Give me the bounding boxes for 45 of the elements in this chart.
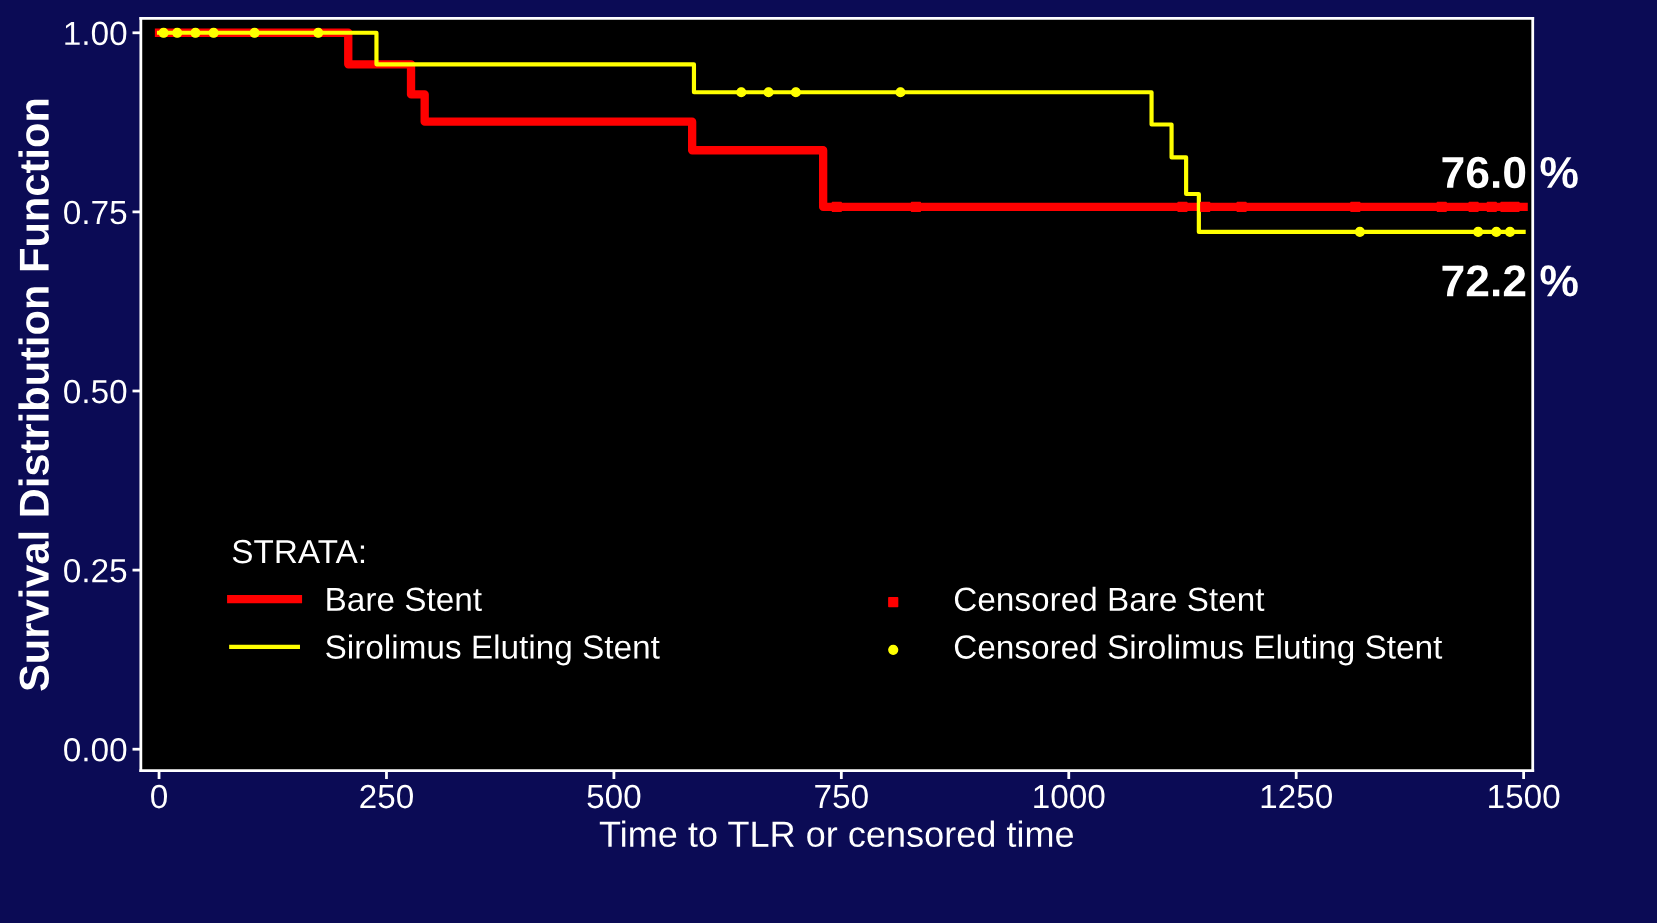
- x-tick-label: 500: [587, 784, 641, 809]
- point: [1473, 226, 1484, 238]
- point: [1436, 201, 1447, 212]
- point: [1491, 226, 1502, 238]
- annotation: 72.2 %: [1442, 265, 1578, 297]
- point: [736, 87, 747, 98]
- legend-label: Bare Stent: [327, 587, 482, 612]
- x-tick-label: 0: [151, 784, 168, 809]
- point: [1236, 201, 1247, 212]
- annotation: 76.0 %: [1442, 156, 1578, 189]
- legend-label: Censored Bare Stent: [954, 586, 1265, 612]
- point: [910, 201, 922, 212]
- point: [172, 27, 183, 38]
- point: [1509, 201, 1520, 212]
- point: [249, 27, 260, 38]
- x-tick-label: 1000: [1034, 784, 1105, 809]
- y-tick-label: 0.25: [64, 558, 127, 583]
- point: [831, 201, 842, 212]
- point: [1486, 201, 1497, 212]
- point: [1350, 201, 1361, 212]
- point: [208, 27, 219, 38]
- point: [158, 27, 169, 38]
- x-tick-label: 1500: [1489, 784, 1560, 809]
- y-tick-label: 0.50: [64, 379, 127, 404]
- point: [1177, 201, 1188, 212]
- point: [790, 87, 801, 98]
- y-tick-label: 1.00: [65, 21, 127, 46]
- y-axis-title: Survival Distribution Function: [18, 99, 49, 691]
- x-tick-label: 750: [815, 784, 868, 809]
- y-tick-label: 0.75: [64, 200, 127, 225]
- point: [1200, 201, 1211, 212]
- point: [1468, 201, 1479, 212]
- legend-title: STRATA:: [232, 539, 365, 564]
- point: [1354, 226, 1365, 238]
- legend-label: Censored Sirolimus Eluting Stent: [954, 634, 1443, 666]
- y-tick-label: 0.00: [64, 738, 127, 762]
- point: [190, 27, 201, 38]
- x-axis-title: Time to TLR or censored time: [599, 820, 1074, 848]
- x-tick-label: 1250: [1261, 784, 1332, 809]
- point: [313, 27, 324, 38]
- point: [1504, 226, 1516, 238]
- point: [763, 87, 774, 98]
- point: [895, 87, 906, 98]
- x-tick-label: 250: [360, 784, 413, 809]
- legend-label: Sirolimus Eluting Stent: [326, 634, 660, 666]
